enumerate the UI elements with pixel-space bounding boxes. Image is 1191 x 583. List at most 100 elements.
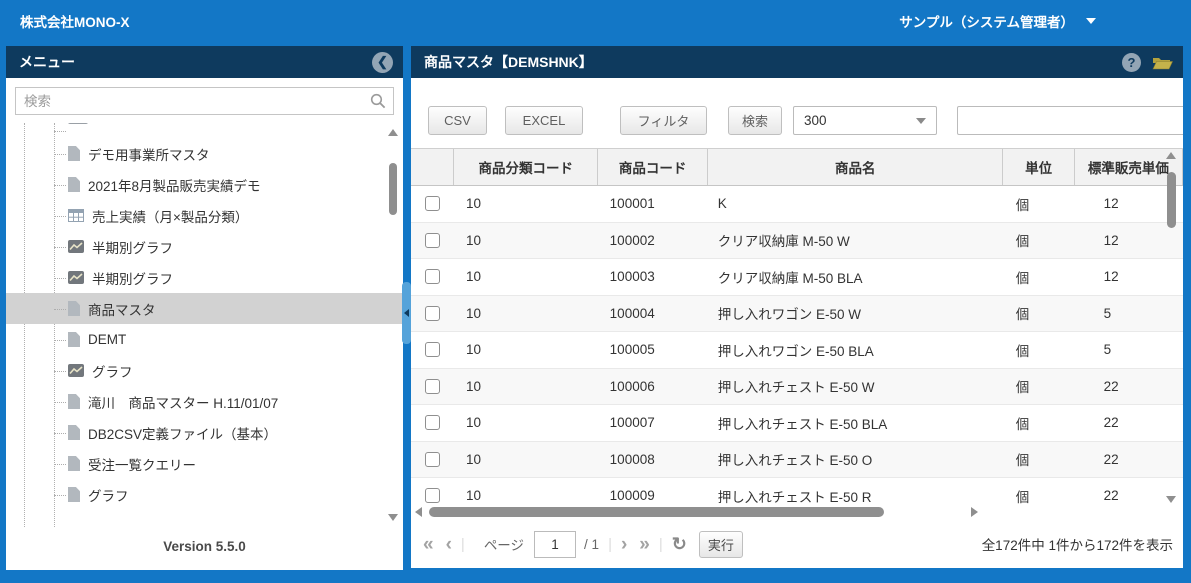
table-cell: 個 [1015,234,1030,250]
table-cell: 5 [1103,305,1112,321]
account-menu[interactable]: サンプル（システム管理者） [899,11,1096,31]
row-limit-select[interactable]: 300 [793,106,937,135]
menu-item-label: 売上実績（月×製品分類） [92,209,249,225]
select-all-header-cell[interactable] [411,149,455,185]
grid-horizontal-scrollbar[interactable] [411,505,991,521]
row-checkbox[interactable] [424,415,440,431]
table-cell: 10 [465,378,481,394]
search-button[interactable]: 検索 [728,106,782,135]
scroll-down-arrow-icon[interactable] [388,514,398,521]
help-icon[interactable]: ? [1122,52,1141,72]
menu-scrollbar[interactable] [387,127,400,523]
prev-page-button[interactable]: ‹ [445,533,452,555]
menu-item[interactable]: DEMT [6,324,403,355]
menu-header: メニュー ❮ [6,46,403,78]
table-cell: 個 [1015,453,1030,469]
table-row[interactable]: 10 100003 クリア収納庫 M-50 BLA 個 12 [411,259,1183,296]
document-icon [68,301,80,316]
row-checkbox[interactable] [424,342,440,358]
menu-item[interactable]: 2021年8月製品販売実績デモ [6,169,403,200]
menu-item-label: 商品マスタ [88,302,156,318]
row-checkbox[interactable] [424,451,440,467]
menu-item-label: グラフ [92,364,133,380]
run-button[interactable]: 実行 [698,530,743,558]
menu-item[interactable]: グラフ [6,479,403,510]
scrollbar-thumb[interactable] [389,163,397,215]
column-header[interactable]: 商品名 [708,149,1004,185]
column-header[interactable]: 商品コード [598,149,709,185]
table-cell: 押し入れワゴン E-50 BLA [717,343,874,359]
scrollbar-thumb[interactable] [1167,172,1176,228]
menu-item[interactable]: 半期別グラフ [6,231,403,262]
table-row[interactable]: 10 100002 クリア収納庫 M-50 W 個 12 [411,222,1183,259]
page-number-input[interactable] [534,530,577,558]
scrollbar-thumb[interactable] [429,507,884,517]
menu-item-label: 半期別グラフ [92,271,173,287]
scroll-left-arrow-icon[interactable] [415,507,422,517]
scroll-up-arrow-icon[interactable] [1166,152,1176,159]
page-label: ページ [483,538,525,553]
table-cell: 押し入れワゴン E-50 W [717,307,862,323]
row-checkbox[interactable] [424,269,440,285]
row-checkbox[interactable] [424,196,440,212]
row-limit-value: 300 [804,113,827,128]
folder-icon[interactable] [1152,54,1173,70]
refresh-icon[interactable]: ↻ [671,534,687,554]
row-checkbox[interactable] [424,488,440,504]
csv-button[interactable]: CSV [428,106,487,135]
menu-item[interactable]: グラフ [6,355,403,386]
next-page-button[interactable]: › [620,533,628,555]
row-checkbox[interactable] [424,305,440,321]
menu-item-label: DEMT [88,332,127,347]
first-page-button[interactable]: « [423,533,434,555]
excel-button[interactable]: EXCEL [505,106,583,135]
account-name: サンプル（システム管理者） [899,15,1074,30]
column-header[interactable]: 単位 [1003,149,1075,185]
table-cell: 100001 [609,196,655,212]
table-row[interactable]: 10 100006 押し入れチェスト E-50 W 個 22 [411,368,1183,405]
menu-item[interactable]: 売上実績（月×製品分類） [6,200,403,231]
column-header[interactable]: 標準販売単価 [1075,149,1183,185]
table-row[interactable]: 10 100004 押し入れワゴン E-50 W 個 5 [411,295,1183,332]
tree-guide-line [24,123,25,527]
grid-vertical-scrollbar[interactable] [1163,148,1180,505]
row-checkbox[interactable] [424,232,440,248]
grid-body: 10 100001 K 個 12 10 100002 クリア収納庫 M-50 W 個 12 10 10… [411,186,1183,505]
document-icon [68,487,80,502]
menu-item[interactable] [6,123,403,138]
table-row[interactable]: 10 100005 押し入れワゴン E-50 BLA 個 5 [411,332,1183,369]
table-row[interactable]: 10 100007 押し入れチェスト E-50 BLA 個 22 [411,405,1183,442]
menu-item[interactable]: デモ用事業所マスタ [6,138,403,169]
table-cell: 22 [1103,488,1119,504]
menu-item[interactable]: 半期別グラフ [6,262,403,293]
column-header[interactable]: 商品分類コード [454,149,599,185]
menu-item-icon [68,123,88,124]
data-grid: 商品分類コード 商品コード 商品名 単位 標準販売単価 10 100001 K 個 12 10 10… [411,148,1183,505]
content-panel: 商品マスタ【DEMSHNK】 ? CSV EXCEL フィルタ 検索 300 商… [411,46,1183,568]
menu-item-label: 受注一覧クエリー [88,457,196,473]
collapse-menu-button[interactable]: ❮ [372,51,393,73]
menu-item-label: DB2CSV定義ファイル（基本） [88,426,278,442]
tree-guide-line [54,123,55,527]
table-cell: クリア収納庫 M-50 W [717,234,850,250]
table-row[interactable]: 10 100008 押し入れチェスト E-50 O 個 22 [411,441,1183,478]
table-cell: 100002 [609,232,655,248]
table-cell: 5 [1103,342,1112,358]
table-row[interactable]: 10 100001 K 個 12 [411,186,1183,223]
menu-item[interactable]: 受注一覧クエリー [6,448,403,479]
table-row[interactable]: 10 100009 押し入れチェスト E-50 R 個 22 [411,478,1183,505]
scroll-up-arrow-icon[interactable] [388,129,398,136]
scroll-right-arrow-icon[interactable] [971,507,978,517]
chart-icon [68,271,84,284]
menu-item[interactable]: DB2CSV定義ファイル（基本） [6,417,403,448]
menu-item-selected[interactable]: 商品マスタ [6,293,403,324]
scroll-down-arrow-icon[interactable] [1166,496,1176,503]
result-count-summary: 全172件中 1件から172件を表示 [981,538,1173,553]
menu-item[interactable]: 滝川 商品マスター H.11/01/07 [6,386,403,417]
panel-splitter-handle[interactable] [402,282,411,344]
row-checkbox[interactable] [424,378,440,394]
keyword-input[interactable] [957,106,1183,135]
filter-button[interactable]: フィルタ [620,106,707,135]
search-input[interactable] [15,87,394,115]
last-page-button[interactable]: » [639,533,650,555]
